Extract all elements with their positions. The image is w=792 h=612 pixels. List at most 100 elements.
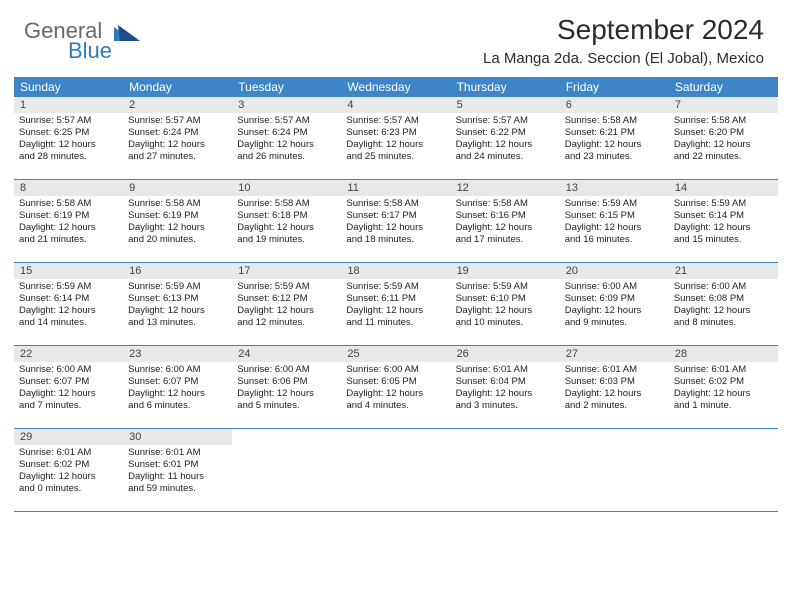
day-ss: Sunset: 6:11 PM — [346, 293, 445, 305]
day-d1: Daylight: 12 hours — [128, 305, 227, 317]
day-number: 16 — [123, 263, 232, 279]
day-d1: Daylight: 12 hours — [674, 305, 773, 317]
day-body: Sunrise: 5:59 AMSunset: 6:13 PMDaylight:… — [123, 279, 232, 333]
week-row: 29Sunrise: 6:01 AMSunset: 6:02 PMDayligh… — [14, 429, 778, 512]
day-body: Sunrise: 5:59 AMSunset: 6:14 PMDaylight:… — [669, 196, 778, 250]
day-ss: Sunset: 6:18 PM — [237, 210, 336, 222]
day-body: Sunrise: 5:58 AMSunset: 6:16 PMDaylight:… — [451, 196, 560, 250]
day-number: 9 — [123, 180, 232, 196]
day-number: 26 — [451, 346, 560, 362]
day-body: Sunrise: 5:57 AMSunset: 6:23 PMDaylight:… — [341, 113, 450, 167]
day-ss: Sunset: 6:10 PM — [456, 293, 555, 305]
day-d1: Daylight: 12 hours — [346, 305, 445, 317]
day-cell: 25Sunrise: 6:00 AMSunset: 6:05 PMDayligh… — [341, 346, 450, 428]
day-ss: Sunset: 6:21 PM — [565, 127, 664, 139]
day-d2: and 23 minutes. — [565, 151, 664, 163]
day-body: Sunrise: 5:59 AMSunset: 6:14 PMDaylight:… — [14, 279, 123, 333]
day-body: Sunrise: 5:57 AMSunset: 6:24 PMDaylight:… — [123, 113, 232, 167]
day-d1: Daylight: 12 hours — [19, 388, 118, 400]
day-body: Sunrise: 5:58 AMSunset: 6:18 PMDaylight:… — [232, 196, 341, 250]
day-cell: 5Sunrise: 5:57 AMSunset: 6:22 PMDaylight… — [451, 97, 560, 179]
day-sr: Sunrise: 6:00 AM — [674, 281, 773, 293]
day-body: Sunrise: 5:58 AMSunset: 6:19 PMDaylight:… — [123, 196, 232, 250]
day-cell: . — [341, 429, 450, 511]
day-cell: . — [669, 429, 778, 511]
day-d2: and 6 minutes. — [128, 400, 227, 412]
day-number: 24 — [232, 346, 341, 362]
day-ss: Sunset: 6:06 PM — [237, 376, 336, 388]
day-d2: and 0 minutes. — [19, 483, 118, 495]
day-sr: Sunrise: 5:59 AM — [128, 281, 227, 293]
day-body: Sunrise: 6:00 AMSunset: 6:05 PMDaylight:… — [341, 362, 450, 416]
week-row: 8Sunrise: 5:58 AMSunset: 6:19 PMDaylight… — [14, 180, 778, 263]
day-d2: and 9 minutes. — [565, 317, 664, 329]
day-d1: Daylight: 12 hours — [346, 139, 445, 151]
day-cell: 26Sunrise: 6:01 AMSunset: 6:04 PMDayligh… — [451, 346, 560, 428]
day-ss: Sunset: 6:24 PM — [128, 127, 227, 139]
day-number: 25 — [341, 346, 450, 362]
day-d2: and 24 minutes. — [456, 151, 555, 163]
dow-wednesday: Wednesday — [341, 77, 450, 97]
day-d1: Daylight: 12 hours — [128, 388, 227, 400]
day-ss: Sunset: 6:17 PM — [346, 210, 445, 222]
day-cell: 7Sunrise: 5:58 AMSunset: 6:20 PMDaylight… — [669, 97, 778, 179]
day-d2: and 22 minutes. — [674, 151, 773, 163]
day-d1: Daylight: 12 hours — [19, 471, 118, 483]
day-number: 10 — [232, 180, 341, 196]
day-cell: . — [560, 429, 669, 511]
day-d1: Daylight: 12 hours — [237, 139, 336, 151]
day-sr: Sunrise: 5:57 AM — [128, 115, 227, 127]
day-sr: Sunrise: 5:58 AM — [128, 198, 227, 210]
day-cell: 11Sunrise: 5:58 AMSunset: 6:17 PMDayligh… — [341, 180, 450, 262]
day-d1: Daylight: 12 hours — [19, 222, 118, 234]
day-body: Sunrise: 5:59 AMSunset: 6:11 PMDaylight:… — [341, 279, 450, 333]
day-ss: Sunset: 6:19 PM — [128, 210, 227, 222]
day-number: 2 — [123, 97, 232, 113]
day-cell: . — [451, 429, 560, 511]
day-cell: 10Sunrise: 5:58 AMSunset: 6:18 PMDayligh… — [232, 180, 341, 262]
dow-thursday: Thursday — [451, 77, 560, 97]
day-ss: Sunset: 6:05 PM — [346, 376, 445, 388]
day-cell: 19Sunrise: 5:59 AMSunset: 6:10 PMDayligh… — [451, 263, 560, 345]
title-block: September 2024 La Manga 2da. Seccion (El… — [483, 14, 764, 67]
day-d2: and 2 minutes. — [565, 400, 664, 412]
week-row: 15Sunrise: 5:59 AMSunset: 6:14 PMDayligh… — [14, 263, 778, 346]
day-number: 13 — [560, 180, 669, 196]
day-number: 21 — [669, 263, 778, 279]
day-body: Sunrise: 6:00 AMSunset: 6:08 PMDaylight:… — [669, 279, 778, 333]
day-number: 8 — [14, 180, 123, 196]
day-d1: Daylight: 12 hours — [565, 222, 664, 234]
day-sr: Sunrise: 5:58 AM — [237, 198, 336, 210]
week-row: 22Sunrise: 6:00 AMSunset: 6:07 PMDayligh… — [14, 346, 778, 429]
day-cell: 12Sunrise: 5:58 AMSunset: 6:16 PMDayligh… — [451, 180, 560, 262]
day-body: Sunrise: 6:00 AMSunset: 6:07 PMDaylight:… — [123, 362, 232, 416]
day-ss: Sunset: 6:13 PM — [128, 293, 227, 305]
day-cell: . — [232, 429, 341, 511]
day-cell: 2Sunrise: 5:57 AMSunset: 6:24 PMDaylight… — [123, 97, 232, 179]
day-sr: Sunrise: 5:59 AM — [346, 281, 445, 293]
day-ss: Sunset: 6:04 PM — [456, 376, 555, 388]
day-cell: 1Sunrise: 5:57 AMSunset: 6:25 PMDaylight… — [14, 97, 123, 179]
day-cell: 22Sunrise: 6:00 AMSunset: 6:07 PMDayligh… — [14, 346, 123, 428]
day-cell: 18Sunrise: 5:59 AMSunset: 6:11 PMDayligh… — [341, 263, 450, 345]
day-body: Sunrise: 5:59 AMSunset: 6:15 PMDaylight:… — [560, 196, 669, 250]
day-d2: and 25 minutes. — [346, 151, 445, 163]
day-ss: Sunset: 6:09 PM — [565, 293, 664, 305]
day-number: 4 — [341, 97, 450, 113]
day-cell: 23Sunrise: 6:00 AMSunset: 6:07 PMDayligh… — [123, 346, 232, 428]
day-body: Sunrise: 6:01 AMSunset: 6:02 PMDaylight:… — [14, 445, 123, 499]
day-d1: Daylight: 12 hours — [565, 305, 664, 317]
day-sr: Sunrise: 5:59 AM — [237, 281, 336, 293]
day-number: 18 — [341, 263, 450, 279]
day-number: 12 — [451, 180, 560, 196]
day-d1: Daylight: 12 hours — [456, 305, 555, 317]
day-ss: Sunset: 6:07 PM — [19, 376, 118, 388]
day-sr: Sunrise: 6:00 AM — [237, 364, 336, 376]
day-d2: and 11 minutes. — [346, 317, 445, 329]
day-d2: and 21 minutes. — [19, 234, 118, 246]
dow-tuesday: Tuesday — [232, 77, 341, 97]
day-sr: Sunrise: 6:01 AM — [565, 364, 664, 376]
day-ss: Sunset: 6:14 PM — [19, 293, 118, 305]
day-d1: Daylight: 12 hours — [456, 222, 555, 234]
day-d2: and 26 minutes. — [237, 151, 336, 163]
